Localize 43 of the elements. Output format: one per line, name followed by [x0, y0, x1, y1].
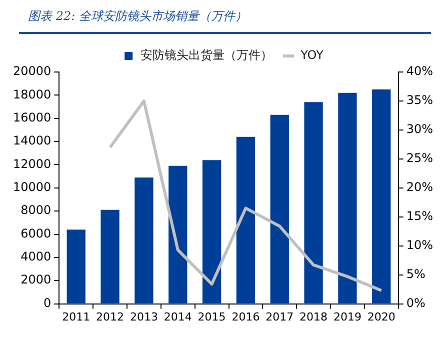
x-tick-label: 2020: [367, 310, 396, 324]
bar: [236, 136, 256, 304]
x-tick-label: 2019: [333, 310, 362, 324]
y-tick-label: 16000: [12, 110, 52, 124]
y2-tick-label: 20%: [406, 180, 433, 194]
chart-title: 图表 22: 全球安防镜头市场销量（万件）: [28, 8, 247, 25]
x-tick-label: 2012: [96, 310, 124, 324]
x-tick-label: 2014: [164, 310, 192, 324]
x-tick-label: 2015: [198, 310, 226, 324]
bar: [338, 92, 357, 304]
y2-tick-label: 0%: [406, 296, 426, 310]
y2-tick-label: 35%: [406, 93, 433, 108]
bar: [168, 166, 188, 304]
x-tick-label: 2018: [300, 310, 328, 324]
y2-tick-label: 5%: [406, 266, 426, 281]
y-tick-label: 18000: [12, 87, 52, 102]
bar: [66, 230, 86, 304]
x-tick-label: 2011: [62, 310, 90, 324]
legend-label: YOY: [300, 48, 324, 62]
bar: [372, 89, 391, 304]
y-tick-label: 2000: [20, 272, 52, 287]
y-tick-label: 20000: [12, 64, 52, 78]
y2-tick-label: 40%: [406, 64, 433, 78]
y2-tick-label: 15%: [406, 209, 433, 223]
x-tick-label: 2017: [266, 310, 294, 324]
y-tick-label: 10000: [12, 180, 52, 194]
y-tick-label: 14000: [12, 134, 52, 148]
y-tick-label: 0: [44, 296, 52, 310]
x-tick-label: 2013: [130, 310, 158, 324]
x-tick-label: 2016: [232, 310, 260, 324]
y2-tick-label: 30%: [406, 122, 433, 136]
bar: [202, 160, 222, 304]
bar: [134, 177, 154, 304]
bar: [304, 102, 323, 304]
y2-tick-label: 10%: [406, 238, 433, 252]
y2-tick-label: 25%: [406, 151, 433, 166]
y-tick-label: 8000: [20, 203, 52, 218]
legend-label: 安防镜头出货量（万件）: [140, 48, 273, 62]
bar: [270, 114, 289, 304]
y-tick-label: 4000: [20, 250, 52, 264]
bar: [100, 210, 120, 304]
y-tick-label: 12000: [12, 156, 52, 171]
y-tick-label: 6000: [20, 226, 52, 240]
